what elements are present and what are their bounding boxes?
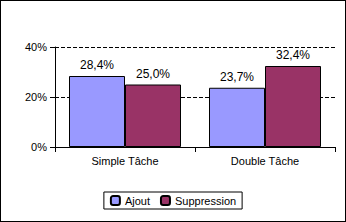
svg-text:28,4%: 28,4% xyxy=(80,58,114,72)
svg-text:32,4%: 32,4% xyxy=(276,48,310,62)
svg-text:Simple Tâche: Simple Tâche xyxy=(91,155,158,167)
svg-text:20%: 20% xyxy=(25,91,47,103)
svg-text:40%: 40% xyxy=(25,41,47,53)
svg-text:23,7%: 23,7% xyxy=(220,70,254,84)
svg-text:0%: 0% xyxy=(31,141,47,153)
svg-text:Suppression: Suppression xyxy=(175,195,236,207)
svg-text:25,0%: 25,0% xyxy=(136,67,170,81)
svg-text:Ajout: Ajout xyxy=(125,195,150,207)
svg-text:Double Tâche: Double Tâche xyxy=(231,155,299,167)
